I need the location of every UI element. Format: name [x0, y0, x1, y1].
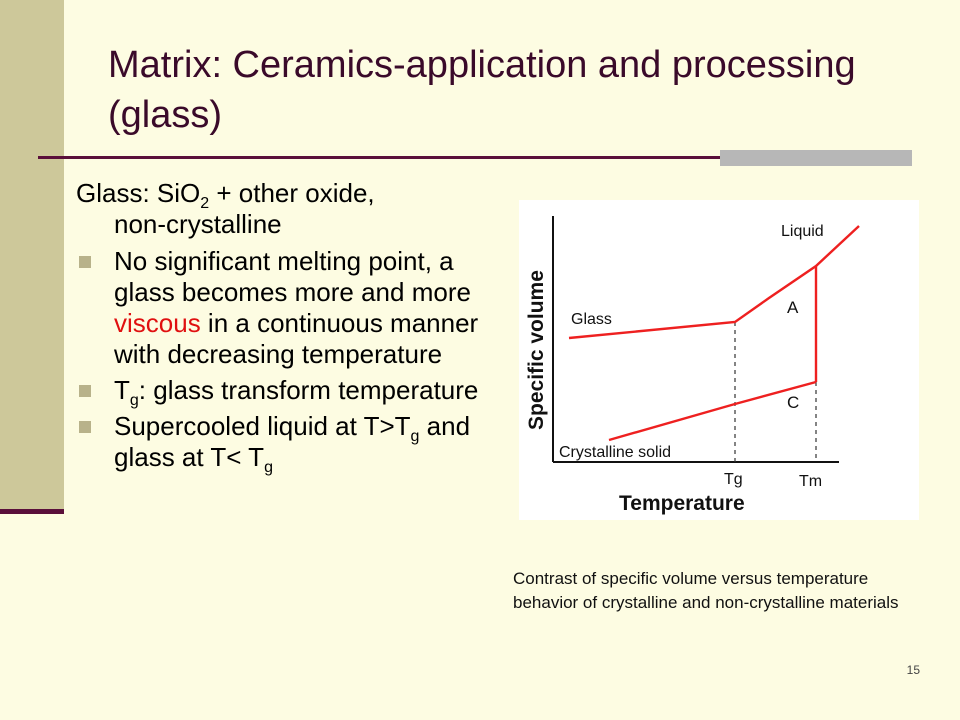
tm-tick-label: Tm [799, 473, 822, 490]
intro-subscript: 2 [200, 195, 210, 212]
intro-suffix: + other oxide, [209, 178, 375, 208]
bullet3-part2: and glass at T< T [114, 411, 471, 472]
crystalline-solid-label: Crystalline solid [559, 444, 671, 461]
intro-text: Glass: SiO2 + other oxide, non-crystalli… [76, 178, 496, 240]
slide-body: Glass: SiO2 + other oxide, non-crystalli… [76, 178, 496, 478]
slide-title: Matrix: Ceramics-application and process… [108, 44, 856, 136]
left-decor-underline [0, 509, 64, 514]
left-decor-band [0, 0, 64, 509]
bullet-list: No significant melting point, a glass be… [76, 246, 496, 476]
bullet2-suffix: : glass transform temperature [138, 375, 479, 405]
bullet-item: Supercooled liquid at T>Tg and glass at … [76, 411, 496, 476]
bullet3-subscript1: g [410, 428, 420, 445]
bullet-square-icon [79, 256, 91, 268]
bullet-item: No significant melting point, a glass be… [76, 246, 496, 370]
bullet1-text-end: in a continuous manner with decreasing t… [114, 308, 479, 369]
intro-line2: non-crystalline [114, 209, 282, 239]
specific-volume-diagram: Liquid Glass A C Crystalline solid Tg Tm… [519, 200, 919, 520]
bullet-square-icon [79, 385, 91, 397]
page-number: 15 [906, 663, 920, 677]
bullet-square-icon [79, 421, 91, 433]
bullet-item: Tg: glass transform temperature [76, 375, 496, 409]
diagram-svg: Liquid Glass A C Crystalline solid Tg Tm… [525, 216, 860, 515]
bullet3-subscript2: g [264, 459, 273, 476]
title-divider [38, 156, 912, 159]
bullet2-subscript: g [129, 392, 139, 409]
glass-liquid-curve [568, 225, 860, 340]
title-divider-accent [720, 150, 912, 166]
region-a-label: A [787, 298, 799, 317]
bullet3-part1: Supercooled liquid at T>T [114, 411, 411, 441]
region-c-label: C [787, 393, 799, 412]
y-axis-label: Specific volume [525, 270, 548, 430]
viscous-highlight: viscous [114, 308, 201, 338]
liquid-label: Liquid [781, 223, 824, 240]
tg-tick-label: Tg [724, 471, 743, 488]
intro-prefix: Glass: SiO [76, 178, 201, 208]
figure-caption: Contrast of specific volume versus tempe… [513, 569, 899, 612]
crystalline-solid-line [608, 380, 817, 442]
glass-label: Glass [571, 311, 612, 328]
x-axis-label: Temperature [619, 492, 745, 515]
bullet2-prefix: T [114, 375, 130, 405]
bullet1-text: No significant melting point, a glass be… [114, 246, 471, 307]
